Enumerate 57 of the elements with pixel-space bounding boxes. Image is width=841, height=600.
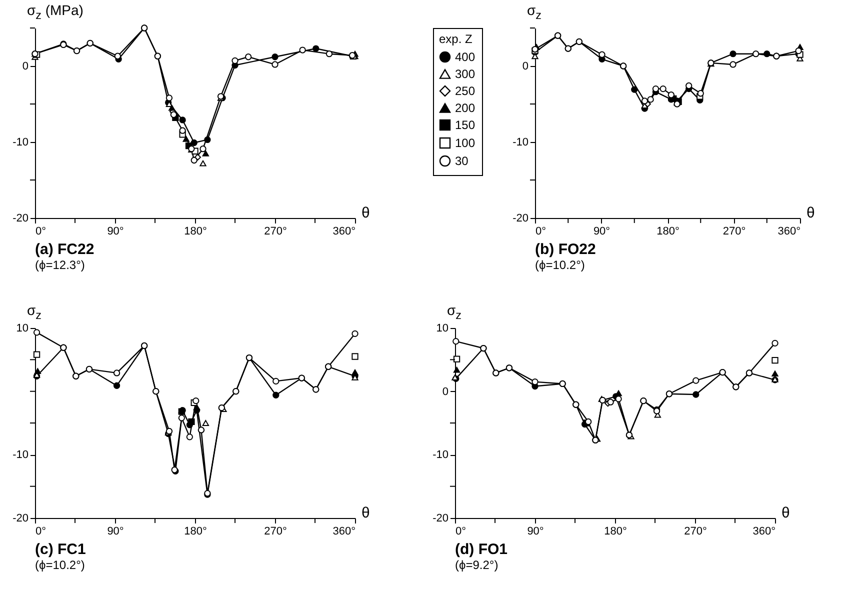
- x-tick-label: 270°: [264, 226, 287, 238]
- x-tick-label: 270°: [722, 226, 746, 238]
- x-tick-label: 360°: [332, 226, 356, 238]
- x-tick-label: 180°: [604, 526, 627, 538]
- legend-label: 400: [455, 50, 476, 64]
- x-tick-label: 0°: [36, 526, 46, 538]
- x-axis-title: θ: [806, 204, 815, 222]
- legend-label: 150: [455, 118, 476, 132]
- legend-label: 200: [455, 101, 476, 115]
- x-tick-label: 0°: [456, 526, 466, 538]
- y-tick-label: -10: [12, 449, 28, 462]
- y-tick-label: -20: [12, 512, 28, 524]
- legend-label: 300: [455, 67, 476, 81]
- x-tick-label: 90°: [527, 526, 544, 538]
- x-tick-label: 180°: [184, 226, 207, 238]
- y-tick-label: 0: [22, 60, 28, 72]
- y-axis-title: σ$_{z}$: [27, 302, 42, 322]
- x-tick-label: 0°: [36, 226, 46, 238]
- text: (ϕ=10.2°): [535, 258, 585, 272]
- y-tick-label: 10: [436, 322, 448, 334]
- x-tick-label: 180°: [184, 526, 207, 538]
- x-tick-label: 90°: [593, 226, 610, 238]
- legend-label: 30: [455, 154, 469, 168]
- x-axis-title: θ: [362, 204, 370, 222]
- y-axis-title: σ$_{z}$: [447, 302, 462, 322]
- y-tick-label: -20: [432, 512, 448, 524]
- x-axis-title: θ: [782, 504, 790, 522]
- text: (ϕ=12.3°): [35, 258, 85, 272]
- x-tick-label: 0°: [536, 226, 546, 238]
- x-tick-label: 180°: [656, 226, 680, 238]
- x-tick-label: 270°: [684, 526, 707, 538]
- x-axis-title: θ: [362, 504, 370, 522]
- x-tick-label: 90°: [107, 226, 124, 238]
- y-axis-title: σ$_{z}$ (MPa): [27, 2, 84, 22]
- text: (b) FO22: [535, 241, 596, 258]
- legend-label: 100: [455, 136, 476, 150]
- y-tick-label: 10: [16, 322, 28, 334]
- y-tick-label: 0: [442, 386, 448, 398]
- x-tick-label: 360°: [332, 526, 356, 538]
- legend-label: 250: [455, 84, 476, 98]
- y-axis-title: σ$_{z}$: [527, 2, 542, 22]
- text: (a) FC22: [35, 241, 94, 258]
- y-tick-label: 0: [522, 60, 528, 72]
- y-tick-label: -10: [432, 449, 448, 462]
- legend-title: exp. Z: [439, 32, 472, 46]
- text: (ϕ=9.2°): [455, 558, 498, 572]
- y-tick-label: -10: [12, 136, 28, 148]
- y-tick-label: -10: [512, 136, 528, 148]
- y-tick-label: -20: [512, 212, 528, 224]
- y-tick-label: -20: [12, 212, 28, 224]
- text: (d) FO1: [455, 541, 508, 558]
- x-tick-label: 90°: [107, 526, 124, 538]
- x-tick-label: 270°: [264, 526, 287, 538]
- text: (ϕ=10.2°): [35, 558, 85, 572]
- x-tick-label: 360°: [778, 226, 800, 238]
- text: (c) FC1: [35, 541, 86, 558]
- x-tick-label: 360°: [752, 526, 776, 538]
